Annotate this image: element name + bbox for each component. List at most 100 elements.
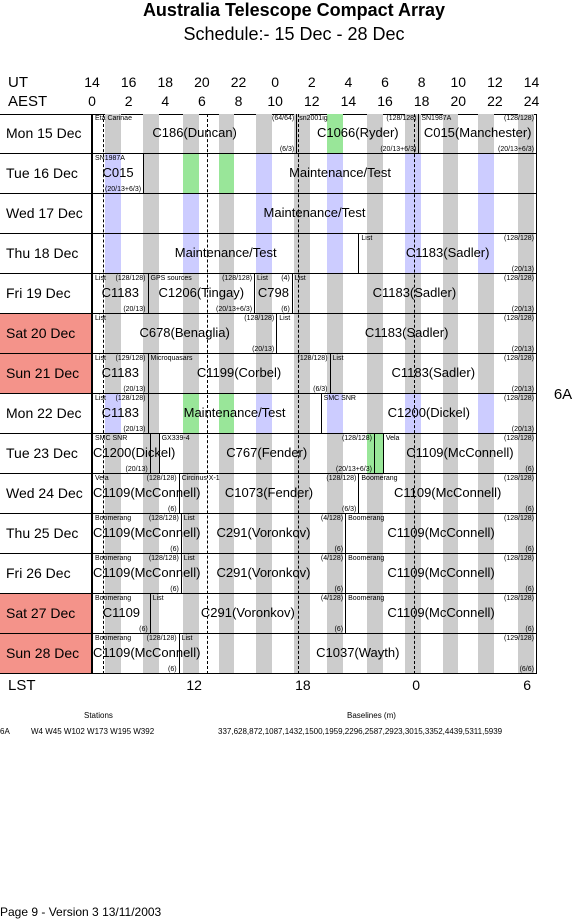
- tick-label: 0: [412, 677, 420, 693]
- row-divider: [0, 633, 536, 634]
- lst-stripe: [294, 354, 310, 394]
- lst-stripe: [442, 314, 459, 354]
- day-row: Tue 23 Dec C1200(Dickel) SMC SNR (20/13) C76…: [0, 434, 536, 474]
- schedule-block: [373, 434, 383, 474]
- lst-stripe: [327, 474, 343, 514]
- lst-stripe: [327, 194, 343, 234]
- day-label: Mon 15 Dec: [0, 114, 92, 153]
- lst-stripe: [294, 114, 310, 154]
- lst-stripe: [405, 634, 421, 674]
- lst-stripe: [405, 274, 421, 314]
- lst-stripe: [442, 354, 459, 394]
- lst-stripe: [294, 634, 310, 674]
- lst-stripe: [183, 634, 199, 674]
- array-label: (6): [168, 506, 177, 513]
- lst-stripe: [478, 594, 494, 634]
- schedule-block: C1109(McConnell) Boomerang (128/128) (6): [92, 634, 200, 674]
- lst-stripe: [405, 434, 421, 474]
- lst-stripe: [294, 394, 310, 434]
- source-label: List: [95, 355, 106, 362]
- project-label: C1183(Sadler): [405, 245, 490, 260]
- lst-stripe: [256, 514, 272, 554]
- array-label: (6/3): [279, 146, 295, 153]
- source-label: List: [361, 235, 373, 242]
- row-divider: [0, 553, 536, 554]
- lst-stripe: [105, 434, 121, 474]
- source-label: Vela: [95, 475, 109, 482]
- lst-stripe: [327, 154, 343, 194]
- day-row: Wed 17 Dec Maintenance/Test: [0, 194, 536, 234]
- tick-label: 24: [523, 93, 540, 109]
- schedule-block: Maintenance/Test: [147, 394, 321, 434]
- channel-label: (4/128): [320, 555, 344, 562]
- channel-label: (128/128): [326, 475, 357, 482]
- lst-stripe: [442, 234, 459, 274]
- schedule-block: C1109(McConnell) Boomerang (128/128) (6): [345, 594, 536, 634]
- project-label: C1183: [101, 285, 139, 300]
- lst-stripe: [256, 234, 272, 274]
- lst-stripe: [518, 154, 534, 194]
- schedule-block: C1183(Sadler) List (128/128) (20/13): [276, 314, 536, 354]
- lst-stripe: [143, 194, 159, 234]
- lst-stripe: [478, 434, 494, 474]
- day-label: Fri 19 Dec: [0, 274, 92, 313]
- source-label: List: [294, 275, 306, 282]
- lst-stripe: [367, 274, 383, 314]
- config-label: 6A: [553, 386, 573, 403]
- day-row: Sat 20 Dec C678(Benaglia) List (128/128) (20…: [0, 314, 536, 354]
- lst-stripe: [143, 314, 159, 354]
- project-label: C291(Voronkov): [216, 565, 311, 580]
- lst-stripe: [256, 474, 272, 514]
- tick-label: 6: [523, 677, 531, 693]
- project-label: C1109(McConnell): [93, 485, 201, 500]
- array-label: (6): [168, 666, 177, 673]
- lst-stripe: [143, 554, 159, 594]
- array-label: (20/13+6/3): [105, 186, 142, 193]
- tick-label: 0: [271, 74, 280, 90]
- lst-stripe: [367, 554, 383, 594]
- project-label: C798: [257, 285, 289, 300]
- lst-stripe: [442, 474, 459, 514]
- source-label: SMC SNR: [95, 435, 128, 442]
- schedule-block: Maintenance/Test: [92, 194, 536, 234]
- channel-label: (128/128): [504, 115, 534, 122]
- lst-stripe: [143, 154, 159, 194]
- lst-stripe: [327, 634, 343, 674]
- array-label: (6): [525, 586, 534, 593]
- lst-stripe: [218, 554, 235, 594]
- schedule-block: C015 SN1987A (20/13+6/3): [92, 154, 143, 194]
- tick-label: 12: [303, 93, 320, 109]
- lst-stripe: [183, 354, 199, 394]
- channel-label: (128/128): [341, 435, 372, 442]
- channel-label: (128/128): [297, 355, 328, 362]
- lst-stripe: [143, 634, 159, 674]
- array-label: (20/13): [511, 346, 534, 353]
- tick-label: 0: [88, 93, 96, 109]
- schedule-block: C1183(Sadler) List (128/128) (20/13): [329, 354, 536, 394]
- channel-label: (128/128): [148, 555, 179, 562]
- schedule-block: C1183 List (128/128) (20/13): [92, 394, 148, 434]
- lst-stripe: [218, 114, 235, 154]
- day-row: Mon 22 Dec C1183 List (128/128) (20/13) Maint…: [0, 394, 536, 434]
- tick-label: 12: [186, 677, 202, 693]
- schedule-block: C1183 List (128/128) (20/13): [92, 274, 148, 314]
- row-divider: [0, 473, 536, 474]
- project-label: C1109(McConnell): [387, 605, 495, 620]
- lst-stripe: [105, 274, 121, 314]
- lst-stripe: [256, 434, 272, 474]
- schedule-block: C767(Fender) GX339-4 (128/128) (20/13+6/3): [158, 434, 374, 474]
- lst-stripe: [405, 474, 421, 514]
- channel-label: (129/128): [115, 355, 146, 362]
- schedule-block: C1073(Fender) Circinus X-1 (128/128) (6/3): [178, 474, 359, 514]
- day-label: Sat 27 Dec: [0, 594, 92, 633]
- project-label: C1109(McConnell): [387, 525, 495, 540]
- tick-label: 14: [340, 93, 357, 109]
- project-label: Maintenance/Test: [183, 405, 286, 420]
- aest-axis-label: AEST: [8, 93, 48, 110]
- array-label: (6): [334, 626, 344, 633]
- source-label: sn2001ig: [299, 115, 328, 122]
- project-label: C186(Duncan): [152, 125, 237, 140]
- lst-stripe: [256, 594, 272, 634]
- lst-stripe: [478, 554, 494, 594]
- channel-label: (64/64): [272, 115, 295, 122]
